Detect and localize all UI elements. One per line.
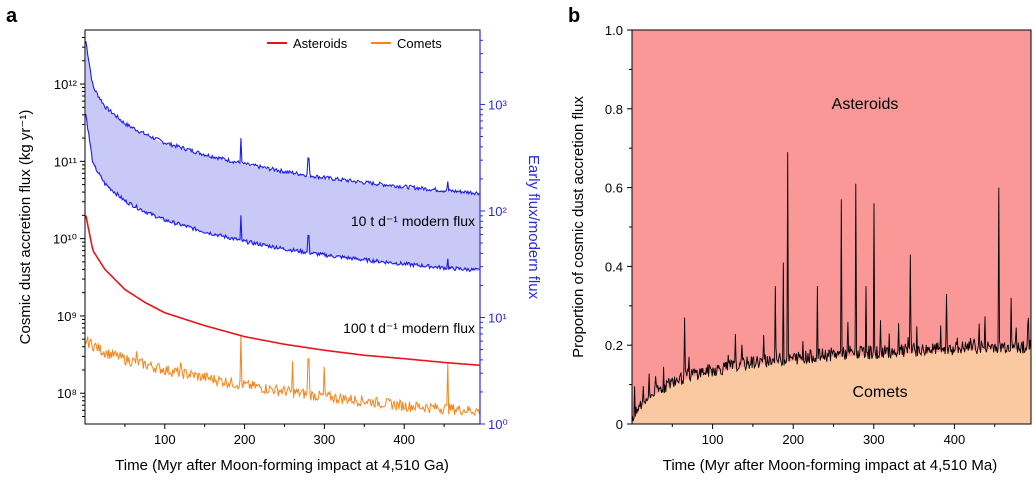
panel-a-right-y-ticks: 10⁰ 10¹ 10² 10³ [480, 39, 508, 432]
panel-a-right-y-tick-label-2: 10² [488, 204, 507, 219]
panel-a-plot-area [85, 41, 480, 417]
shaded-range-band [85, 42, 480, 272]
panel-b-x-tick-label-3: 400 [944, 432, 966, 447]
panel-b-plot-area [631, 30, 1032, 424]
panel-b-y-tick-label-3: 0.6 [605, 181, 623, 196]
panel-a-left-y-ticks: 10⁸ 10⁹ 10¹⁰ 10¹¹ 10¹² [53, 36, 85, 418]
panel-b-x-tick-label-1: 200 [782, 432, 804, 447]
series-line-100t-flux [85, 114, 480, 273]
legend-label-comets: Comets [397, 36, 442, 51]
panel-a-legend: Asteroids Comets [267, 36, 442, 51]
panel-b-y-ticks: 0 0.2 0.4 0.6 0.8 1.0 [605, 23, 632, 432]
panel-a-y-tick-label-12: 10¹² [54, 77, 78, 92]
region-label-comets: Comets [852, 384, 907, 401]
panel-b-y-tick-label-2: 0.4 [605, 259, 623, 274]
panel-b-x-tick-label-0: 100 [702, 432, 724, 447]
annotation-10t-modern-flux: 10 t d⁻¹ modern flux [351, 213, 475, 229]
panel-a-right-y-tick-label-1: 10¹ [488, 310, 507, 325]
panel-a-x-ticks: 100 200 300 400 [124, 424, 445, 447]
panel-a-y-tick-label-10: 10¹⁰ [53, 232, 77, 247]
panel-a-x-tick-label-3: 400 [393, 432, 415, 447]
panel-b-y-tick-label-4: 0.8 [605, 102, 623, 117]
panel-a-left-y-axis-label: Cosmic dust accretion flux (kg yr⁻¹) [17, 110, 34, 345]
panel-a-right-y-tick-label-3: 10³ [488, 97, 507, 112]
series-line-comets [85, 335, 480, 417]
panel-b: b 100 200 300 400 0 0.2 0.4 0.6 0.8 1.0 Time (My… [568, 5, 1032, 474]
panel-a-y-tick-label-8: 10⁸ [57, 386, 77, 401]
panel-b-x-ticks: 100 200 300 400 [671, 424, 996, 447]
panel-a-label: a [6, 5, 18, 27]
panel-a-right-y-axis-label: Early flux/modern flux [525, 155, 542, 300]
panel-a-y-tick-label-11: 10¹¹ [54, 154, 78, 169]
panel-b-y-axis-label: Proportion of cosmic dust accretion flux [570, 96, 587, 358]
comets-region [632, 349, 1031, 424]
panel-a: a 100 200 300 400 10⁸ 10⁹ 10¹⁰ 10¹¹ 10¹² 10⁰ 10¹… [6, 5, 542, 474]
panel-b-label: b [568, 5, 580, 27]
panel-a-x-tick-label-0: 100 [154, 432, 176, 447]
panel-a-x-tick-label-2: 300 [314, 432, 336, 447]
region-label-asteroids: Asteroids [832, 96, 899, 113]
panel-b-x-axis-label: Time (Myr after Moon-forming impact at 4… [663, 457, 998, 474]
panel-a-right-y-tick-label-0: 10⁰ [488, 417, 508, 432]
series-line-asteroids [85, 215, 480, 366]
panel-a-x-tick-label-1: 200 [234, 432, 256, 447]
legend-label-asteroids: Asteroids [293, 36, 348, 51]
panel-b-y-tick-label-5: 1.0 [605, 23, 623, 38]
proportion-line [631, 152, 1032, 422]
panel-b-y-tick-label-0: 0 [616, 417, 623, 432]
panel-b-y-tick-label-1: 0.2 [605, 338, 623, 353]
panel-b-x-tick-label-2: 300 [863, 432, 885, 447]
panel-a-y-tick-label-9: 10⁹ [57, 309, 77, 324]
annotation-100t-modern-flux: 100 t d⁻¹ modern flux [343, 320, 475, 336]
panel-a-x-axis-label: Time (Myr after Moon-forming impact at 4… [115, 457, 449, 474]
series-line-10t-flux [85, 41, 480, 196]
